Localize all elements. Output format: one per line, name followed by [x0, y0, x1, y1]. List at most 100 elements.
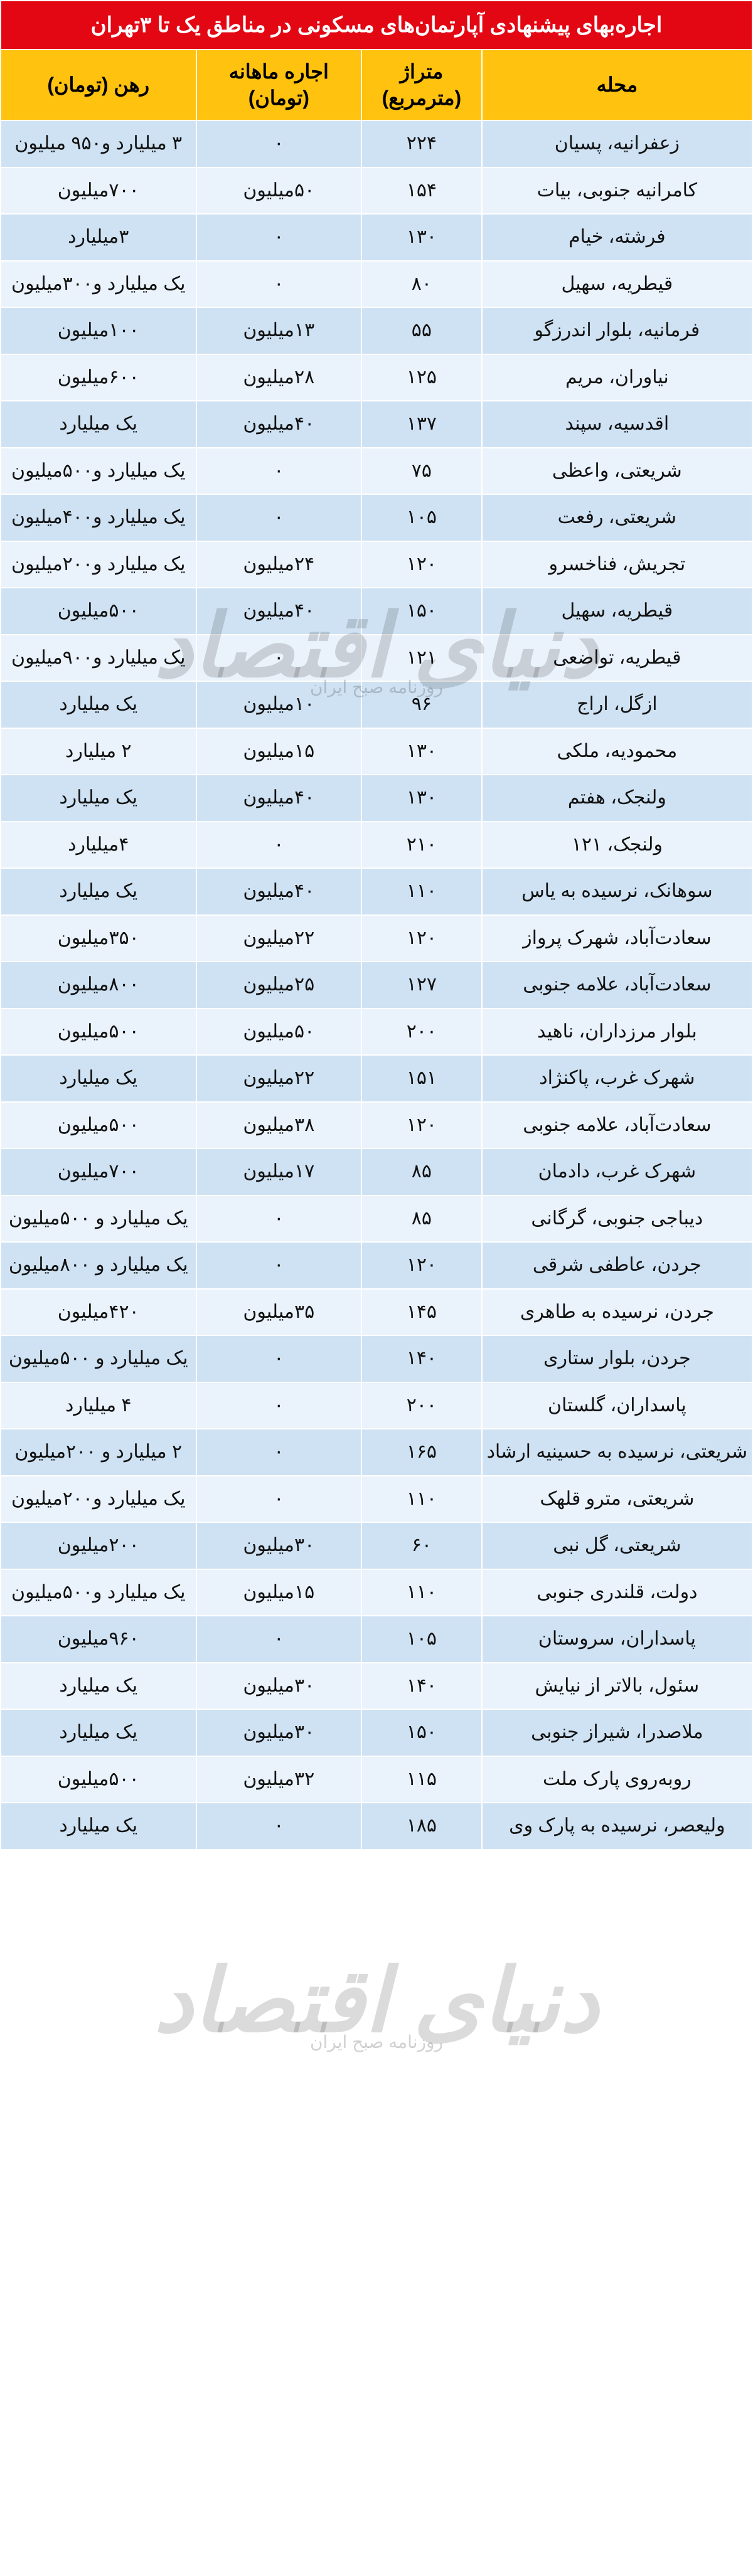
cell-deposit: یک میلیارد و۲۰۰میلیون: [1, 541, 196, 588]
cell-monthly-rent: ۰: [196, 214, 362, 261]
cell-monthly-rent: ۳۰میلیون: [196, 1663, 362, 1710]
cell-monthly-rent: ۵۰میلیون: [196, 167, 362, 215]
cell-monthly-rent: ۴۰میلیون: [196, 401, 362, 448]
cell-neighborhood: روبه‌روی پارک ملت: [482, 1756, 752, 1803]
cell-area: ۱۲۱: [361, 635, 482, 682]
cell-area: ۲۲۴: [361, 120, 482, 167]
cell-area: ۱۲۷: [361, 962, 482, 1009]
table-row: ازگل، اراج۹۶۱۰میلیونیک میلیارد: [1, 681, 752, 728]
cell-deposit: ۲۰۰میلیون: [1, 1522, 196, 1569]
cell-monthly-rent: ۰: [196, 1242, 362, 1289]
cell-deposit: ۹۶۰میلیون: [1, 1616, 196, 1663]
table-row: پاسداران، سروستان۱۰۵۰۹۶۰میلیون: [1, 1616, 752, 1663]
cell-area: ۱۱۵: [361, 1756, 482, 1803]
cell-neighborhood: نیاوران، مریم: [482, 354, 752, 401]
table-row: روبه‌روی پارک ملت۱۱۵۳۲میلیون۵۰۰میلیون: [1, 1756, 752, 1803]
cell-monthly-rent: ۰: [196, 635, 362, 682]
cell-neighborhood: سعادت‌آباد، شهرک پرواز: [482, 915, 752, 962]
cell-monthly-rent: ۳۰میلیون: [196, 1709, 362, 1756]
table-row: فرمانیه، بلوار اندرزگو۵۵۱۳میلیون۱۰۰میلیو…: [1, 307, 752, 354]
cell-monthly-rent: ۰: [196, 1476, 362, 1523]
cell-neighborhood: سعادت‌آباد، علامه جنوبی: [482, 1102, 752, 1149]
cell-area: ۱۳۷: [361, 401, 482, 448]
cell-neighborhood: شهرک غرب، پاکنژاد: [482, 1055, 752, 1102]
cell-area: ۹۶: [361, 681, 482, 728]
cell-area: ۱۳۰: [361, 775, 482, 822]
cell-neighborhood: فرشته، خیام: [482, 214, 752, 261]
table-row: قیطریه، سهیل۸۰۰یک میلیارد و۳۰۰میلیون: [1, 261, 752, 308]
cell-neighborhood: دولت، قلندری جنوبی: [482, 1569, 752, 1616]
cell-area: ۱۱۰: [361, 1569, 482, 1616]
cell-deposit: یک میلیارد و۵۰۰میلیون: [1, 448, 196, 495]
cell-monthly-rent: ۱۵میلیون: [196, 728, 362, 775]
cell-monthly-rent: ۰: [196, 120, 362, 167]
col-area: متراژ (مترمربع): [361, 50, 482, 120]
cell-neighborhood: اقدسیه، سپند: [482, 401, 752, 448]
cell-deposit: یک میلیارد: [1, 1663, 196, 1710]
cell-area: ۲۰۰: [361, 1009, 482, 1056]
cell-monthly-rent: ۰: [196, 822, 362, 869]
cell-deposit: یک میلیارد و ۸۰۰میلیون: [1, 1242, 196, 1289]
cell-monthly-rent: ۰: [196, 1382, 362, 1429]
cell-area: ۶۰: [361, 1522, 482, 1569]
cell-monthly-rent: ۳۲میلیون: [196, 1756, 362, 1803]
table-row: تجریش، فناخسرو۱۲۰۲۴میلیونیک میلیارد و۲۰۰…: [1, 541, 752, 588]
cell-monthly-rent: ۲۸میلیون: [196, 354, 362, 401]
cell-deposit: ۱۰۰میلیون: [1, 307, 196, 354]
cell-monthly-rent: ۱۰میلیون: [196, 681, 362, 728]
cell-neighborhood: ولنجک، ۱۲۱: [482, 822, 752, 869]
cell-deposit: ۲ میلیارد: [1, 728, 196, 775]
cell-neighborhood: شریعتی، مترو قلهک: [482, 1476, 752, 1523]
table-row: کامرانیه جنوبی، بیات۱۵۴۵۰میلیون۷۰۰میلیون: [1, 167, 752, 215]
cell-deposit: ۵۰۰میلیون: [1, 1756, 196, 1803]
cell-area: ۱۲۰: [361, 915, 482, 962]
table-row: سوهانک، نرسیده به یاس۱۱۰۴۰میلیونیک میلیا…: [1, 868, 752, 915]
cell-neighborhood: شریعتی، نرسیده به حسینیه ارشاد: [482, 1429, 752, 1476]
cell-deposit: ۷۰۰میلیون: [1, 167, 196, 215]
table-title-row: اجاره‌بهای پیشنهادی آپارتمان‌های مسکونی …: [1, 1, 752, 50]
table-row: شهرک غرب، پاکنژاد۱۵۱۲۲میلیونیک میلیارد: [1, 1055, 752, 1102]
cell-monthly-rent: ۱۳میلیون: [196, 307, 362, 354]
cell-deposit: ۸۰۰میلیون: [1, 962, 196, 1009]
cell-area: ۱۴۰: [361, 1335, 482, 1382]
cell-area: ۱۵۰: [361, 1709, 482, 1756]
cell-monthly-rent: ۱۷میلیون: [196, 1148, 362, 1195]
cell-area: ۲۰۰: [361, 1382, 482, 1429]
cell-area: ۱۲۵: [361, 354, 482, 401]
cell-deposit: یک میلیارد و۵۰۰میلیون: [1, 1569, 196, 1616]
cell-monthly-rent: ۰: [196, 261, 362, 308]
rent-table: اجاره‌بهای پیشنهادی آپارتمان‌های مسکونی …: [0, 0, 753, 1850]
cell-deposit: ۳۵۰میلیون: [1, 915, 196, 962]
cell-deposit: ۳میلیارد: [1, 214, 196, 261]
cell-neighborhood: قیطریه، سهیل: [482, 261, 752, 308]
cell-area: ۸۰: [361, 261, 482, 308]
table-row: بلوار مرزداران، ناهید۲۰۰۵۰میلیون۵۰۰میلیو…: [1, 1009, 752, 1056]
cell-neighborhood: جردن، نرسیده به طاهری: [482, 1289, 752, 1336]
table-row: ولنجک، هفتم۱۳۰۴۰میلیونیک میلیارد: [1, 775, 752, 822]
cell-area: ۲۱۰: [361, 822, 482, 869]
watermark-2: دنیای اقتصاد روزنامه صبح ایران: [0, 1957, 753, 2051]
cell-neighborhood: شریعتی، واعظی: [482, 448, 752, 495]
cell-monthly-rent: ۲۴میلیون: [196, 541, 362, 588]
cell-area: ۱۲۰: [361, 1242, 482, 1289]
cell-area: ۱۳۰: [361, 728, 482, 775]
cell-monthly-rent: ۲۲میلیون: [196, 915, 362, 962]
cell-neighborhood: پاسداران، سروستان: [482, 1616, 752, 1663]
cell-monthly-rent: ۰: [196, 494, 362, 541]
table-row: سئول، بالاتر از نیایش۱۴۰۳۰میلیونیک میلیا…: [1, 1663, 752, 1710]
col-monthly-rent: اجاره ماهانه (تومان): [196, 50, 362, 120]
cell-deposit: یک میلیارد و ۵۰۰میلیون: [1, 1335, 196, 1382]
cell-neighborhood: ملاصدرا، شیراز جنوبی: [482, 1709, 752, 1756]
cell-neighborhood: جردن، عاطفی شرقی: [482, 1242, 752, 1289]
table-row: محمودیه، ملکی۱۳۰۱۵میلیون۲ میلیارد: [1, 728, 752, 775]
cell-neighborhood: محمودیه، ملکی: [482, 728, 752, 775]
cell-neighborhood: فرمانیه، بلوار اندرزگو: [482, 307, 752, 354]
cell-deposit: ۶۰۰میلیون: [1, 354, 196, 401]
cell-deposit: ۵۰۰میلیون: [1, 588, 196, 635]
cell-deposit: ۴میلیارد: [1, 822, 196, 869]
cell-deposit: یک میلیارد و۳۰۰میلیون: [1, 261, 196, 308]
cell-deposit: ۴۲۰میلیون: [1, 1289, 196, 1336]
cell-deposit: ۲ میلیارد و ۲۰۰میلیون: [1, 1429, 196, 1476]
table-row: شریعتی، مترو قلهک۱۱۰۰یک میلیارد و۲۰۰میلی…: [1, 1476, 752, 1523]
cell-neighborhood: قیطریه، سهیل: [482, 588, 752, 635]
